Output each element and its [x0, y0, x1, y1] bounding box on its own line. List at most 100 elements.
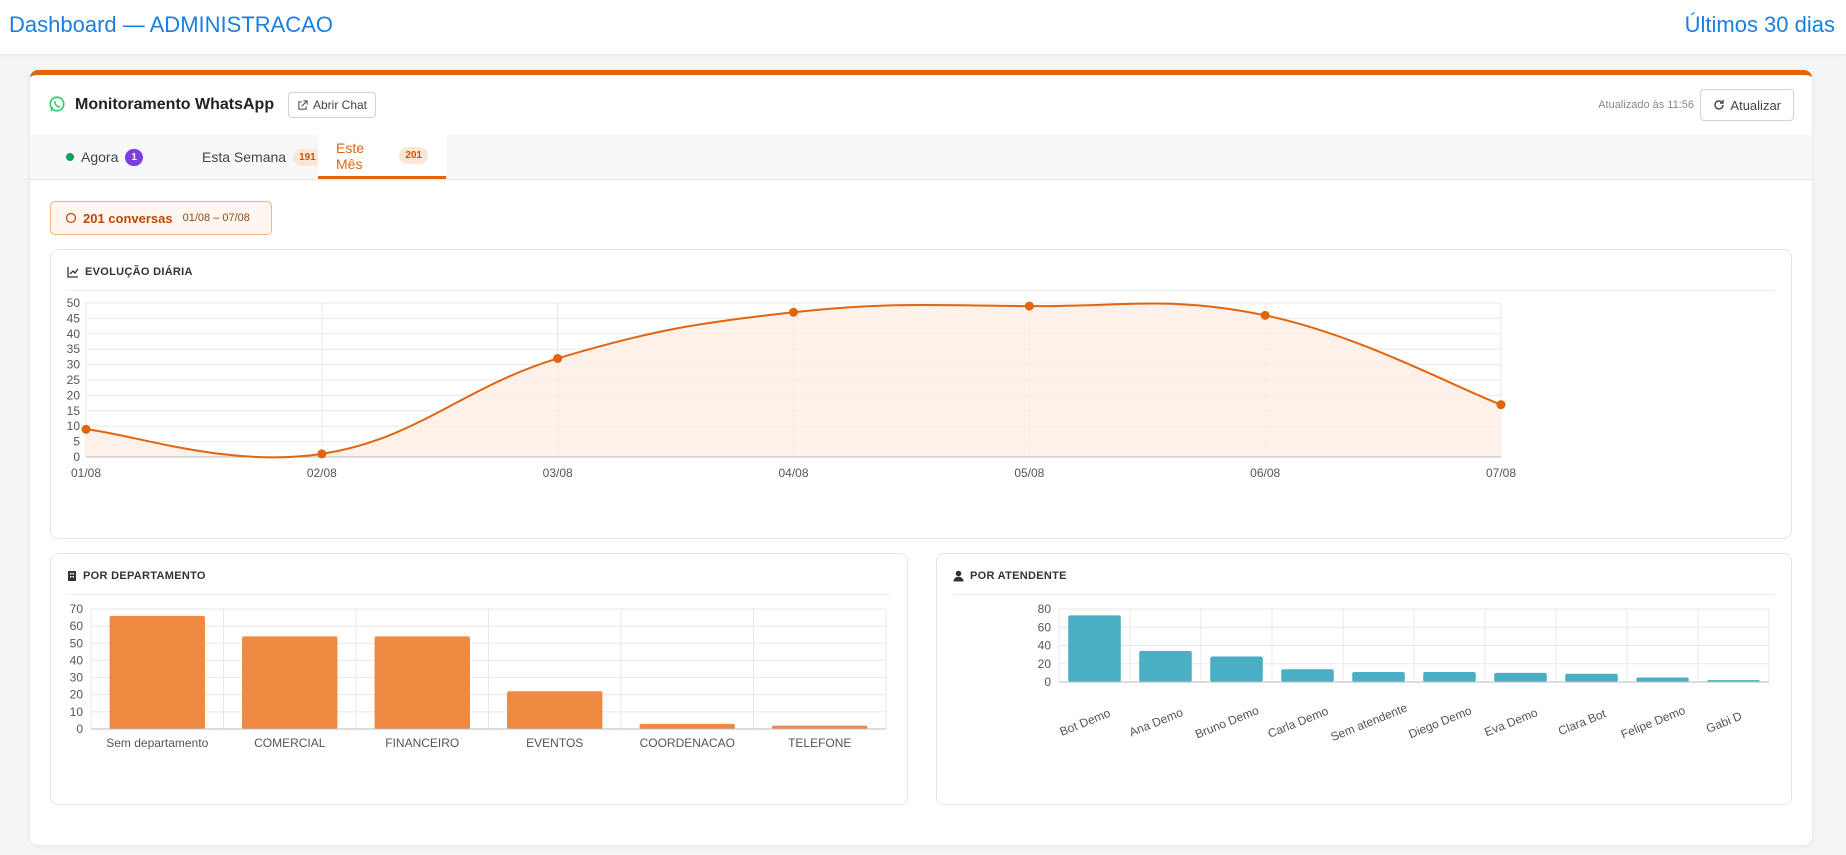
user-icon [953, 570, 964, 582]
y-tick-label: 20 [1038, 657, 1052, 671]
period-tabs: Agora 1 Esta Semana 191 Este Mês 201 [30, 135, 1812, 180]
building-icon [68, 571, 76, 581]
external-link-icon [298, 99, 308, 110]
y-tick-label: 30 [67, 358, 81, 372]
data-point [1024, 301, 1034, 311]
bar [507, 691, 603, 729]
page-title: Dashboard — ADMINISTRACAO [9, 12, 333, 37]
y-tick-label: 0 [73, 450, 80, 464]
conversation-count: 201 conversas [83, 210, 173, 226]
x-tick-label: Bot Demo [1058, 706, 1113, 739]
bar [374, 636, 470, 729]
x-tick-label: 01/08 [71, 466, 101, 480]
x-tick-label: Clara Bot [1556, 706, 1608, 738]
y-tick-label: 5 [73, 435, 80, 449]
bar [109, 615, 205, 729]
bar [1281, 669, 1334, 682]
last-updated-text: Atualizado às 11:56 [1598, 99, 1694, 111]
y-tick-label: 40 [70, 653, 84, 667]
bar [1352, 671, 1405, 682]
x-tick-label: 04/08 [778, 466, 808, 480]
y-tick-label: 70 [70, 602, 84, 616]
y-tick-label: 25 [67, 373, 81, 387]
area-fill [86, 303, 1501, 458]
x-tick-label: Carla Demo [1266, 704, 1331, 741]
whatsapp-monitor-card: Monitoramento WhatsApp Abrir Chat Atuali… [30, 70, 1812, 845]
line-chart-icon [67, 267, 79, 278]
y-tick-label: 45 [67, 311, 81, 325]
daily-evolution-panel: EVOLUÇÃO DIÁRIA 0 5 10 15 20 25 30 35 40 45 50 01/0… [50, 249, 1792, 539]
x-tick-label: Felipe Demo [1619, 703, 1688, 742]
panel-header: POR DEPARTAMENTO [67, 570, 206, 582]
x-tick-label: Gabi D [1704, 709, 1744, 736]
bar [1565, 673, 1618, 682]
online-dot-icon [66, 153, 74, 161]
y-tick-label: 35 [67, 342, 81, 356]
x-tick-label: FINANCEIRO [385, 736, 459, 750]
data-point [789, 307, 798, 317]
x-tick-label: Diego Demo [1406, 703, 1473, 741]
tab-label: Este Mês [336, 139, 365, 172]
tab-esta-semana[interactable]: Esta Semana 191 [184, 135, 340, 179]
conversations-summary: 201 conversas 01/08 – 07/08 [50, 201, 272, 235]
x-tick-label: COORDENACAO [640, 736, 735, 750]
bar [1068, 615, 1121, 682]
x-tick-label: Sem departamento [106, 736, 208, 750]
x-tick-label: Eva Demo [1482, 705, 1539, 739]
summary-date-range: 01/08 – 07/08 [182, 212, 250, 224]
tab-badge: 201 [399, 147, 428, 164]
card-header: Monitoramento WhatsApp Abrir Chat Atuali… [30, 75, 1812, 135]
x-tick-label: 07/08 [1486, 466, 1516, 480]
bar [1636, 677, 1689, 682]
tab-agora[interactable]: Agora 1 [48, 135, 161, 179]
y-tick-label: 40 [67, 327, 81, 341]
x-tick-label: COMERCIAL [254, 736, 326, 750]
x-tick-label: Ana Demo [1127, 705, 1185, 739]
x-tick-label: 05/08 [1014, 466, 1044, 480]
y-tick-label: 10 [70, 705, 84, 719]
panel-title: POR ATENDENTE [970, 570, 1067, 582]
y-tick-label: 60 [70, 619, 84, 633]
bar [242, 636, 338, 729]
y-tick-label: 30 [70, 671, 84, 685]
open-chat-button[interactable]: Abrir Chat [288, 92, 377, 118]
y-tick-label: 0 [1044, 675, 1051, 689]
y-tick-label: 15 [67, 404, 81, 418]
tab-label: Esta Semana [202, 149, 287, 165]
x-tick-label: TELEFONE [788, 736, 851, 750]
card-title: Monitoramento WhatsApp [75, 96, 275, 113]
y-tick-label: 40 [1038, 639, 1052, 653]
x-tick-label: EVENTOS [526, 736, 583, 750]
bar [1494, 672, 1547, 682]
y-tick-label: 80 [1038, 602, 1052, 616]
department-panel: POR DEPARTAMENTO 0 10 20 30 40 50 60 70 Sem depa… [50, 553, 908, 805]
bar [1210, 656, 1263, 682]
tab-badge: 1 [125, 148, 143, 166]
tab-este-mes[interactable]: Este Mês 201 [318, 135, 446, 179]
y-tick-label: 20 [67, 388, 81, 402]
y-tick-label: 50 [67, 296, 81, 310]
data-point [1260, 310, 1270, 320]
refresh-label: Atualizar [1730, 97, 1781, 113]
data-point [553, 353, 563, 363]
department-bar-chart: 0 10 20 30 40 50 60 70 Sem departamento COMERCIAL… [70, 602, 887, 750]
tab-label: Agora [81, 149, 119, 165]
refresh-button[interactable]: Atualizar [1700, 89, 1794, 121]
data-point [1496, 400, 1506, 410]
attendant-panel: POR ATENDENTE 0 20 40 60 80 Bot Demo Ana Demo B… [936, 553, 1792, 805]
tab-badge: 191 [293, 148, 322, 166]
open-chat-label: Abrir Chat [313, 98, 368, 112]
bar [772, 725, 868, 729]
date-range-selector[interactable]: Últimos 30 dias [1684, 12, 1835, 37]
panel-title: POR DEPARTAMENTO [83, 570, 206, 582]
top-header: Dashboard — ADMINISTRACAO Últimos 30 dia… [0, 0, 1846, 54]
bar [1423, 671, 1476, 682]
bar [1139, 650, 1192, 682]
data-point [81, 424, 91, 434]
x-tick-label: Sem atendente [1329, 700, 1410, 744]
whatsapp-icon [49, 96, 65, 112]
attendant-bar-chart: 0 20 40 60 80 Bot Demo Ana Demo Bruno Demo Carla… [1038, 602, 1770, 744]
bar [639, 723, 735, 729]
y-tick-label: 0 [76, 722, 83, 736]
